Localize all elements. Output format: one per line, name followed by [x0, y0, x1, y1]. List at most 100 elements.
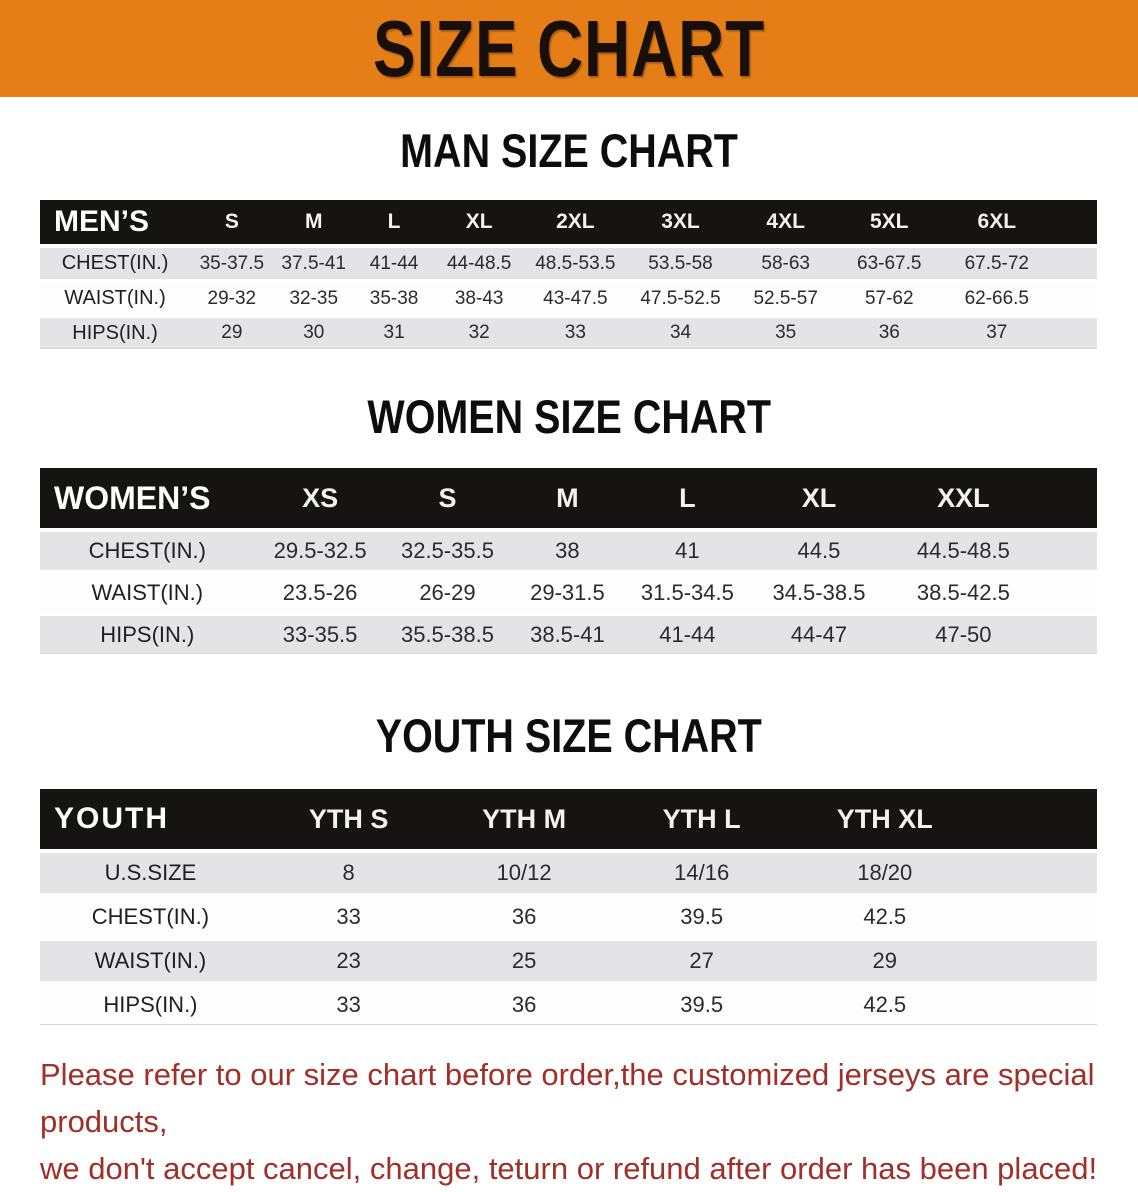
table-cell: 67.5-72	[964, 252, 1030, 274]
table-cell: 18/20	[857, 860, 913, 885]
table-cell: 41-44	[369, 252, 419, 274]
table-cell: 29	[872, 948, 897, 973]
table-cell: 43-47.5	[543, 287, 608, 309]
table-cell: 29	[190, 318, 274, 349]
table-row: CHEST(IN.) 33 36 39.5 42.5	[40, 897, 1097, 937]
table-cell: 53.5-58	[648, 252, 713, 274]
row-label: CHEST(IN.)	[88, 538, 206, 563]
row-label: WAIST(IN.)	[94, 948, 207, 973]
table-cell: 39.5	[680, 904, 724, 929]
table-cell: 23	[336, 948, 361, 973]
table-row: WAIST(IN.) 29-32 32-35 35-38 38-43 43-47.5 47.…	[40, 283, 1097, 314]
table-cell: 33	[524, 318, 627, 349]
size-column-header: S	[438, 482, 457, 513]
disclaimer: Please refer to our size chart before or…	[40, 1051, 1110, 1192]
table-row: HIPS(IN.) 29 30 31 32 33 34 35 36 37	[40, 318, 1097, 349]
size-column-header: YTH L	[662, 803, 741, 834]
table-cell: 38.5-42.5	[916, 580, 1010, 605]
size-column-header: 3XL	[661, 210, 700, 233]
table-cell: 52.5-57	[753, 287, 818, 309]
table-cell: 31.5-34.5	[640, 580, 734, 605]
size-column-header: XL	[801, 482, 837, 513]
row-label: U.S.SIZE	[104, 860, 197, 885]
row-label: WAIST(IN.)	[91, 580, 204, 605]
table-cell: 35-38	[369, 287, 419, 309]
table-cell: 35	[734, 318, 837, 349]
size-column-header: 4XL	[766, 210, 805, 233]
women-size-chart-section: WOMEN SIZE CHART WOMEN’S XS S M L XL XXL CHEST(…	[0, 353, 1138, 658]
table-cell: 29-32	[207, 287, 257, 309]
men-size-table-slot: MEN’S S M L XL 2XL 3XL 4XL 5XL 6XL CHEST(IN.) 35-37…	[0, 196, 1138, 353]
table-cell: 57-62	[864, 287, 914, 309]
men-section-title: MAN SIZE CHART	[400, 124, 738, 177]
table-cell: 37.5-41	[281, 252, 346, 274]
size-column-header: YTH M	[482, 803, 567, 834]
disclaimer-line-2: we don't accept cancel, change, teturn o…	[40, 1151, 1098, 1186]
size-column-header: XL	[465, 210, 493, 233]
size-column-header: S	[224, 210, 239, 233]
youth-size-table-slot: YOUTH YTH S YTH M YTH L YTH XL U.S.SIZE 8 10/12…	[0, 785, 1138, 1029]
size-column-header: 6XL	[977, 210, 1017, 233]
table-cell: 32	[434, 318, 525, 349]
table-cell: 35.5-38.5	[385, 616, 510, 654]
women-section-title: WOMEN SIZE CHART	[367, 390, 771, 443]
size-column-header: XXL	[937, 482, 990, 513]
table-cell: 32.5-35.5	[400, 538, 494, 563]
size-column-header: XS	[302, 482, 339, 513]
table-row: U.S.SIZE 8 10/12 14/16 18/20	[40, 853, 1097, 893]
row-label: HIPS(IN.)	[40, 616, 255, 654]
table-cell: 48.5-53.5	[535, 252, 616, 274]
row-label: HIPS(IN.)	[40, 318, 191, 349]
size-column-header: 2XL	[556, 210, 595, 233]
size-table-women: WOMEN’S XS S M L XL XXL CHEST(IN.) 29.5-32.5 32.5…	[40, 464, 1097, 658]
disclaimer-line-1: Please refer to our size chart before or…	[40, 1057, 1095, 1139]
size-table-youth: YOUTH YTH S YTH M YTH L YTH XL U.S.SIZE 8 10/12…	[40, 785, 1097, 1029]
table-cell: 58-63	[761, 252, 810, 274]
women-size-table-slot: WOMEN’S XS S M L XL XXL CHEST(IN.) 29.5-32.5 32.5…	[0, 464, 1138, 658]
table-cell: 38.5-41	[509, 616, 626, 654]
size-table-men: MEN’S S M L XL 2XL 3XL 4XL 5XL 6XL CHEST(IN.) 35-37…	[40, 196, 1097, 353]
table-cell: 34	[626, 318, 735, 349]
table-row: WAIST(IN.) 23.5-26 26-29 29-31.5 31.5-34.5 34…	[40, 574, 1097, 612]
youth-section-title: YOUTH SIZE CHART	[375, 709, 763, 762]
table-row: CHEST(IN.) 35-37.5 37.5-41 41-44 44-48.5 48.5…	[40, 248, 1097, 279]
table-group-label: MEN’S	[54, 205, 150, 238]
size-column-header: L	[387, 210, 401, 233]
table-cell: 29.5-32.5	[273, 538, 367, 563]
row-label: HIPS(IN.)	[40, 985, 261, 1025]
table-cell: 36	[436, 985, 612, 1025]
table-row: CHEST(IN.) 29.5-32.5 32.5-35.5 38 41 44.5 44.5…	[40, 532, 1097, 570]
table-group-label: WOMEN’S	[54, 479, 211, 516]
table-cell: 41-44	[625, 616, 750, 654]
table-cell: 27	[689, 948, 714, 973]
table-cell: 8	[342, 860, 355, 885]
table-cell: 30	[273, 318, 354, 349]
table-cell: 38	[555, 538, 580, 563]
row-label: CHEST(IN.)	[61, 252, 169, 274]
table-row: HIPS(IN.) 33 36 39.5 42.5	[40, 985, 1097, 1025]
table-cell: 38-43	[454, 287, 504, 309]
table-cell: 63-67.5	[857, 252, 922, 274]
table-cell: 35-37.5	[199, 252, 265, 274]
table-header-row: WOMEN’S XS S M L XL XXL	[40, 468, 1097, 528]
table-cell: 33	[260, 985, 437, 1025]
table-cell: 44-48.5	[446, 252, 512, 274]
row-label: WAIST(IN.)	[64, 287, 166, 309]
table-cell: 44-47	[749, 616, 889, 654]
table-cell: 26-29	[419, 580, 476, 605]
table-cell: 36	[836, 318, 942, 349]
size-column-header: M	[305, 210, 323, 233]
table-header-row: MEN’S S M L XL 2XL 3XL 4XL 5XL 6XL	[40, 200, 1097, 244]
size-column-header: L	[679, 482, 696, 513]
table-row: WAIST(IN.) 23 25 27 29	[40, 941, 1097, 981]
table-cell: 42.5	[863, 904, 907, 929]
table-cell: 44.5	[797, 538, 841, 563]
table-header-row: YOUTH YTH S YTH M YTH L YTH XL	[40, 789, 1097, 849]
size-column-header: M	[556, 482, 579, 513]
table-cell: 47-50	[888, 616, 1097, 654]
youth-size-chart-section: YOUTH SIZE CHART YOUTH YTH S YTH M YTH L YTH…	[0, 658, 1138, 1029]
table-cell: 34.5-38.5	[772, 580, 866, 605]
row-label: CHEST(IN.)	[91, 904, 210, 929]
size-column-header: YTH XL	[836, 803, 933, 834]
table-cell: 32-35	[289, 287, 339, 309]
